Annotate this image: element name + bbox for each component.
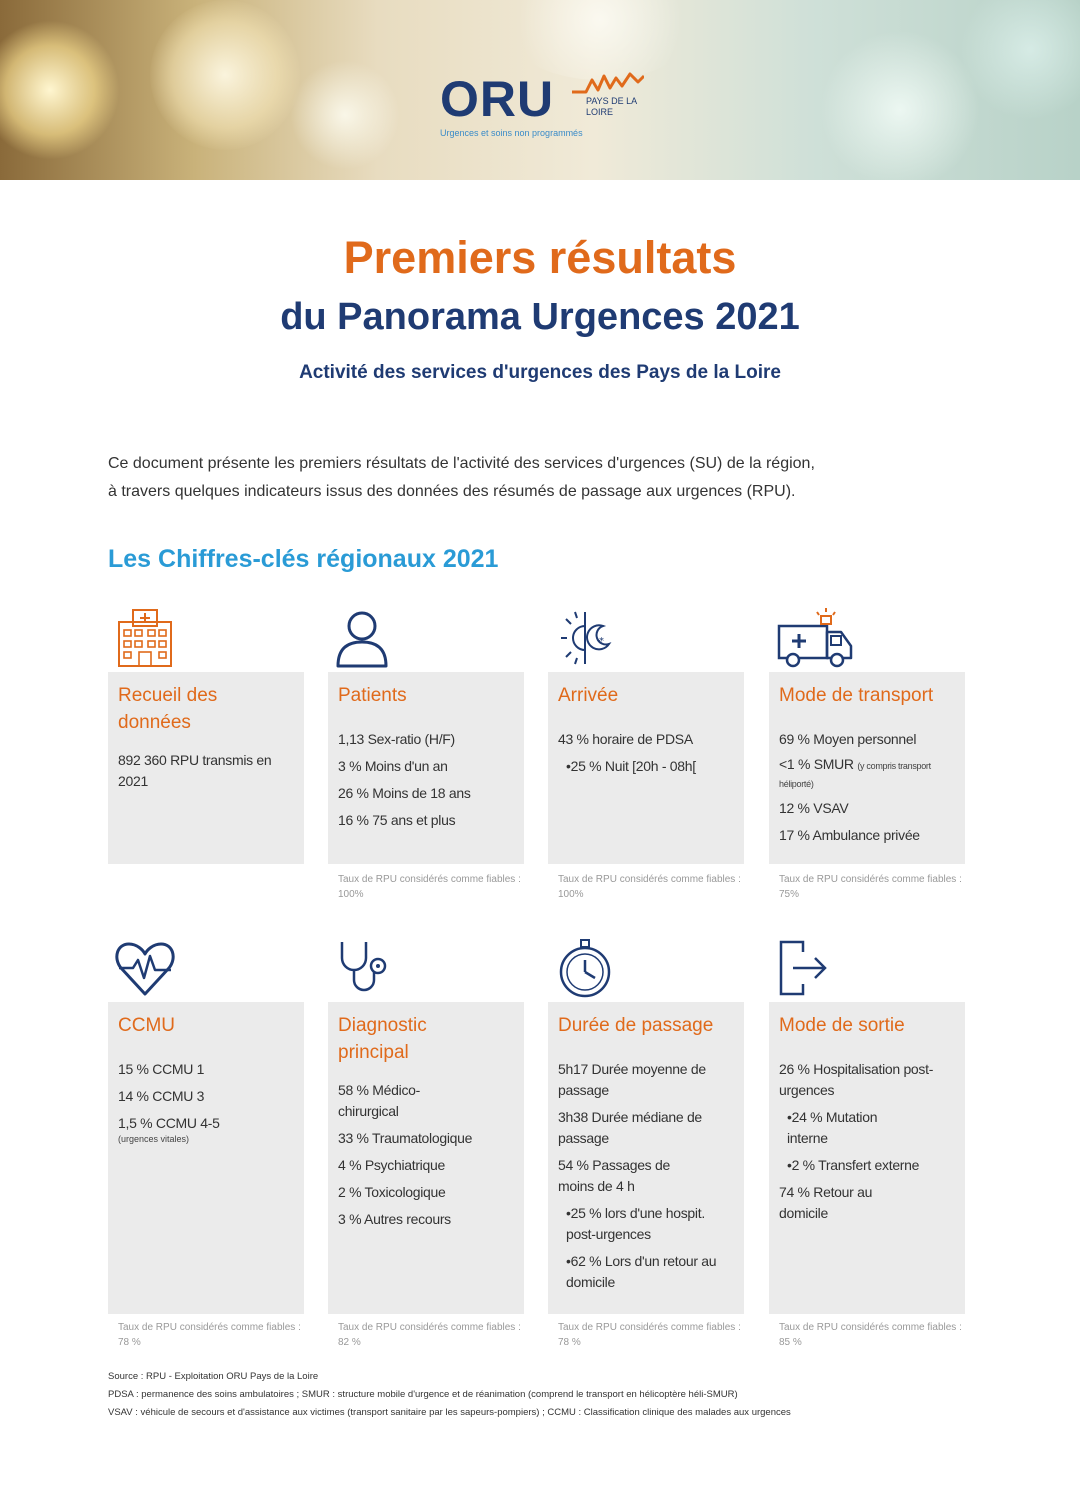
section-title: Les Chiffres-clés régionaux 2021 <box>108 545 499 573</box>
card-line: 17 % Ambulance privée <box>779 827 920 843</box>
card-line: 26 % Hospitalisation post-urgences <box>779 1061 934 1098</box>
card-line: 69 % Moyen personnel <box>779 731 917 747</box>
card-patients: Patients 1,13 Sex-ratio (H/F) 3 % Moins … <box>328 672 524 864</box>
card-line: 2 % Toxicologique <box>338 1184 446 1200</box>
logo-name: ORU <box>440 71 555 127</box>
intro-paragraph: Ce document présente les premiers résult… <box>108 450 988 506</box>
card-recueil: Recueil des données 892 360 RPU transmis… <box>108 672 304 864</box>
sun-moon-icon: * <box>561 611 612 665</box>
reliability-note: Taux de RPU considérés comme fiables : 1… <box>558 874 741 900</box>
card-title: Recueil des données <box>118 685 218 733</box>
card-sortie: Mode de sortie 26 % Hospitalisation post… <box>769 1002 965 1314</box>
card-line: •25 % Nuit [20h - 08h[ <box>566 758 696 774</box>
card-line: <1 % SMUR (y compris transport héliporté… <box>779 756 931 789</box>
intro-line: à travers quelques indicateurs issus des… <box>108 483 796 500</box>
page-title-line2: du Panorama Urgences 2021 <box>280 296 800 338</box>
card-line: 3h38 Durée médiane de passage <box>558 1109 702 1146</box>
hospital-icon <box>118 609 172 667</box>
card-line: 1,5 % CCMU 4-5 <box>118 1115 220 1131</box>
person-icon <box>336 611 388 668</box>
logo-tagline: Urgences et soins non programmés <box>440 128 583 138</box>
card-title: Patients <box>338 685 407 706</box>
exit-door-icon <box>779 940 827 996</box>
card-line: 33 % Traumatologique <box>338 1130 473 1146</box>
card-title: Arrivée <box>558 685 619 706</box>
card-line: 5h17 Durée moyenne de passage <box>558 1061 706 1098</box>
reliability-note: Taux de RPU considérés comme fiables : 7… <box>558 1322 741 1348</box>
card-diagnostic: Diagnostic principal 58 % Médico-chirurg… <box>328 1002 524 1314</box>
card-line: •25 % lors d'une hospit. post-urgences <box>566 1205 705 1242</box>
card-arrivee: Arrivée 43 % horaire de PDSA •25 % Nuit … <box>548 672 744 864</box>
card-title: Durée de passage <box>558 1015 714 1036</box>
oru-logo: ORU PAYS DE LA LOIRE Urgences et soins n… <box>440 70 650 150</box>
card-line: 3 % Moins d'un an <box>338 758 448 774</box>
card-transport: Mode de transport 69 % Moyen personnel <… <box>769 672 965 864</box>
card-line: 54 % Passages de moins de 4 h <box>558 1157 670 1194</box>
card-line: 26 % Moins de 18 ans <box>338 785 471 801</box>
card-line-note: (urgences vitales) <box>118 1134 190 1144</box>
stopwatch-icon <box>559 939 611 998</box>
page-title: Premiers résultats <box>343 232 737 283</box>
stethoscope-icon <box>340 942 387 992</box>
reliability-note: Taux de RPU considérés comme fiables : 8… <box>779 1322 962 1348</box>
page-subtitle: Activité des services d'urgences des Pay… <box>299 362 781 383</box>
footnote-line: PDSA : permanence des soins ambulatoires… <box>108 1389 738 1400</box>
card-line: 892 360 RPU transmis en 2021 <box>118 752 272 789</box>
card-title: Mode de sortie <box>779 1015 905 1036</box>
source-line: Source : RPU - Exploitation ORU Pays de … <box>108 1371 319 1382</box>
card-line: 58 % Médico-chirurgical <box>338 1082 420 1119</box>
reliability-note: Taux de RPU considérés comme fiables : 1… <box>338 874 521 900</box>
card-line: •62 % Lors d'un retour au domicile <box>566 1253 717 1290</box>
card-line: 15 % CCMU 1 <box>118 1061 205 1077</box>
card-title: CCMU <box>118 1015 175 1036</box>
card-line: •24 % Mutation interne <box>787 1109 878 1146</box>
logo-region: PAYS DE LA LOIRE <box>586 96 637 117</box>
heart-pulse-icon <box>115 942 175 996</box>
heartbeat-wave-icon <box>572 72 644 94</box>
card-line: 12 % VSAV <box>779 800 849 816</box>
reliability-note: Taux de RPU considérés comme fiables : 8… <box>338 1322 521 1348</box>
ambulance-icon <box>777 608 853 668</box>
svg-text:*: * <box>599 636 604 647</box>
reliability-note: Taux de RPU considérés comme fiables : 7… <box>779 874 962 900</box>
intro-line: Ce document présente les premiers résult… <box>108 455 815 472</box>
card-line: 3 % Autres recours <box>338 1211 451 1227</box>
card-title: Diagnostic principal <box>338 1015 427 1063</box>
card-line: 1,13 Sex-ratio (H/F) <box>338 731 455 747</box>
reliability-note: Taux de RPU considérés comme fiables : 7… <box>118 1322 301 1348</box>
card-line: 14 % CCMU 3 <box>118 1088 205 1104</box>
card-duree: Durée de passage 5h17 Durée moyenne de p… <box>548 1002 744 1314</box>
card-title: Mode de transport <box>779 685 934 706</box>
footer-notes: Source : RPU - Exploitation ORU Pays de … <box>108 1368 988 1422</box>
card-ccmu: CCMU 15 % CCMU 1 14 % CCMU 3 1,5 % CCMU … <box>108 1002 304 1314</box>
card-line: 74 % Retour au domicile <box>779 1184 873 1221</box>
footnote-line: VSAV : véhicule de secours et d'assistan… <box>108 1407 791 1418</box>
header-banner: ORU PAYS DE LA LOIRE Urgences et soins n… <box>0 0 1080 180</box>
card-line: 43 % horaire de PDSA <box>558 731 693 747</box>
card-line: 4 % Psychiatrique <box>338 1157 445 1173</box>
card-line: 16 % 75 ans et plus <box>338 812 456 828</box>
card-line: •2 % Transfert externe <box>787 1157 920 1173</box>
